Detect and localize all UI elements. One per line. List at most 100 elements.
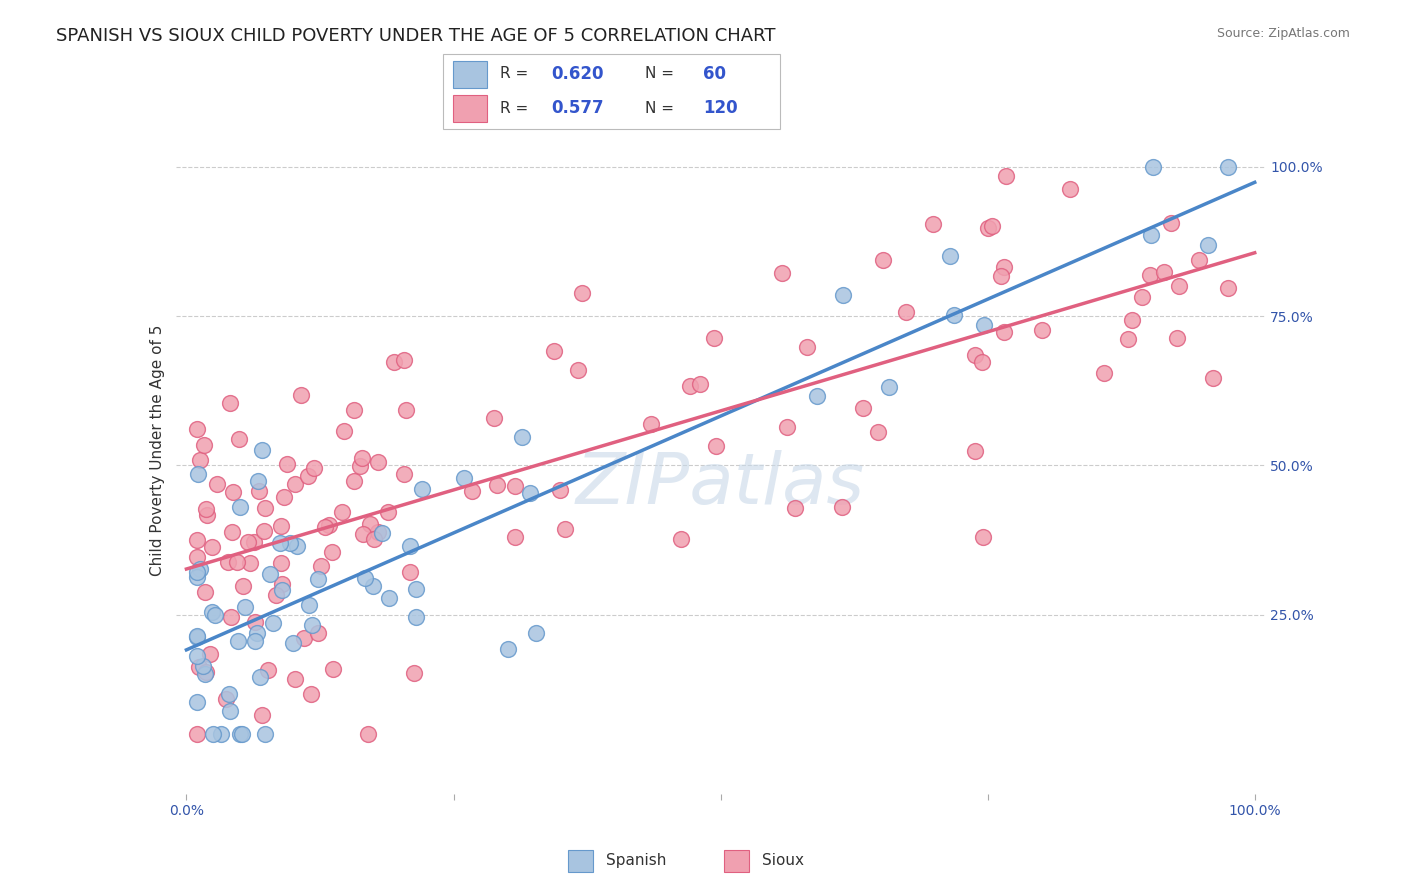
Point bbox=[292, 631, 315, 645]
Point bbox=[297, 468, 319, 483]
Point bbox=[1142, 160, 1164, 174]
Point bbox=[253, 727, 276, 741]
Point bbox=[236, 535, 259, 549]
Point bbox=[378, 591, 401, 606]
Point bbox=[186, 422, 208, 436]
Point bbox=[377, 505, 399, 519]
Point bbox=[706, 439, 728, 453]
Point bbox=[253, 524, 276, 538]
Point bbox=[399, 539, 422, 553]
Bar bbox=[453, 62, 486, 87]
Point bbox=[505, 530, 527, 544]
Point bbox=[247, 483, 270, 498]
Point bbox=[221, 525, 243, 540]
Point bbox=[922, 218, 945, 232]
Point bbox=[350, 450, 373, 465]
Point bbox=[510, 430, 533, 444]
Point bbox=[226, 633, 249, 648]
Point bbox=[219, 610, 242, 624]
Bar bbox=[568, 849, 593, 872]
Point bbox=[271, 577, 294, 591]
Point bbox=[307, 572, 329, 586]
Point bbox=[283, 636, 305, 650]
Point bbox=[186, 550, 208, 565]
Point bbox=[394, 403, 416, 417]
Point bbox=[943, 308, 966, 322]
Point bbox=[1092, 366, 1115, 380]
Point bbox=[249, 670, 271, 684]
Point bbox=[1140, 228, 1163, 243]
Point bbox=[321, 545, 343, 559]
Point bbox=[273, 490, 295, 504]
Point bbox=[669, 532, 692, 546]
Point bbox=[330, 505, 353, 519]
Point bbox=[357, 727, 380, 741]
Point bbox=[262, 615, 284, 630]
Point bbox=[314, 520, 336, 534]
Point bbox=[1166, 331, 1188, 345]
Point bbox=[852, 401, 875, 415]
Point bbox=[222, 484, 245, 499]
Point bbox=[352, 527, 374, 541]
Point bbox=[1160, 217, 1182, 231]
Point bbox=[245, 615, 267, 629]
Point bbox=[1139, 268, 1161, 282]
Point bbox=[404, 666, 426, 681]
Point bbox=[872, 253, 894, 268]
Point bbox=[972, 529, 994, 543]
Point bbox=[359, 516, 381, 531]
Point bbox=[259, 566, 281, 581]
Point bbox=[188, 452, 211, 467]
Point bbox=[229, 726, 252, 740]
Text: Source: ZipAtlas.com: Source: ZipAtlas.com bbox=[1216, 27, 1350, 40]
Point bbox=[322, 662, 344, 676]
Point bbox=[264, 588, 287, 602]
Point bbox=[195, 502, 218, 516]
Text: 0.620: 0.620 bbox=[551, 65, 603, 83]
Point bbox=[276, 457, 298, 471]
Point bbox=[1121, 312, 1143, 326]
Text: R =: R = bbox=[501, 101, 533, 116]
Point bbox=[188, 660, 211, 674]
Point bbox=[202, 727, 225, 741]
Point bbox=[519, 485, 541, 500]
Point bbox=[219, 395, 242, 409]
Point bbox=[866, 425, 889, 439]
Point bbox=[194, 584, 217, 599]
Point bbox=[977, 220, 1000, 235]
Point bbox=[939, 249, 962, 263]
Point bbox=[270, 556, 292, 570]
Point bbox=[250, 708, 273, 723]
Point bbox=[309, 558, 332, 573]
Point bbox=[243, 634, 266, 648]
Point bbox=[896, 305, 918, 319]
Point bbox=[361, 579, 384, 593]
Point bbox=[194, 666, 217, 681]
Text: N =: N = bbox=[645, 101, 675, 116]
Point bbox=[186, 566, 208, 580]
Point bbox=[981, 219, 1004, 233]
Point bbox=[831, 500, 853, 515]
Point bbox=[1197, 237, 1219, 252]
Point bbox=[832, 287, 855, 301]
Point bbox=[770, 266, 793, 280]
Point bbox=[1031, 323, 1053, 337]
Point bbox=[239, 556, 262, 570]
Text: N =: N = bbox=[645, 67, 675, 81]
Point bbox=[963, 348, 986, 362]
Point bbox=[367, 524, 389, 539]
Point bbox=[567, 363, 589, 377]
Point bbox=[232, 578, 254, 592]
Point bbox=[640, 417, 662, 432]
Point bbox=[392, 467, 415, 482]
Point bbox=[505, 479, 527, 493]
Point bbox=[965, 444, 987, 458]
Point bbox=[186, 727, 208, 741]
Point bbox=[298, 598, 321, 612]
Point bbox=[290, 388, 312, 402]
Point bbox=[278, 536, 301, 550]
Point bbox=[318, 517, 340, 532]
Point bbox=[994, 169, 1017, 183]
Point bbox=[1118, 332, 1140, 346]
Point bbox=[200, 648, 222, 662]
